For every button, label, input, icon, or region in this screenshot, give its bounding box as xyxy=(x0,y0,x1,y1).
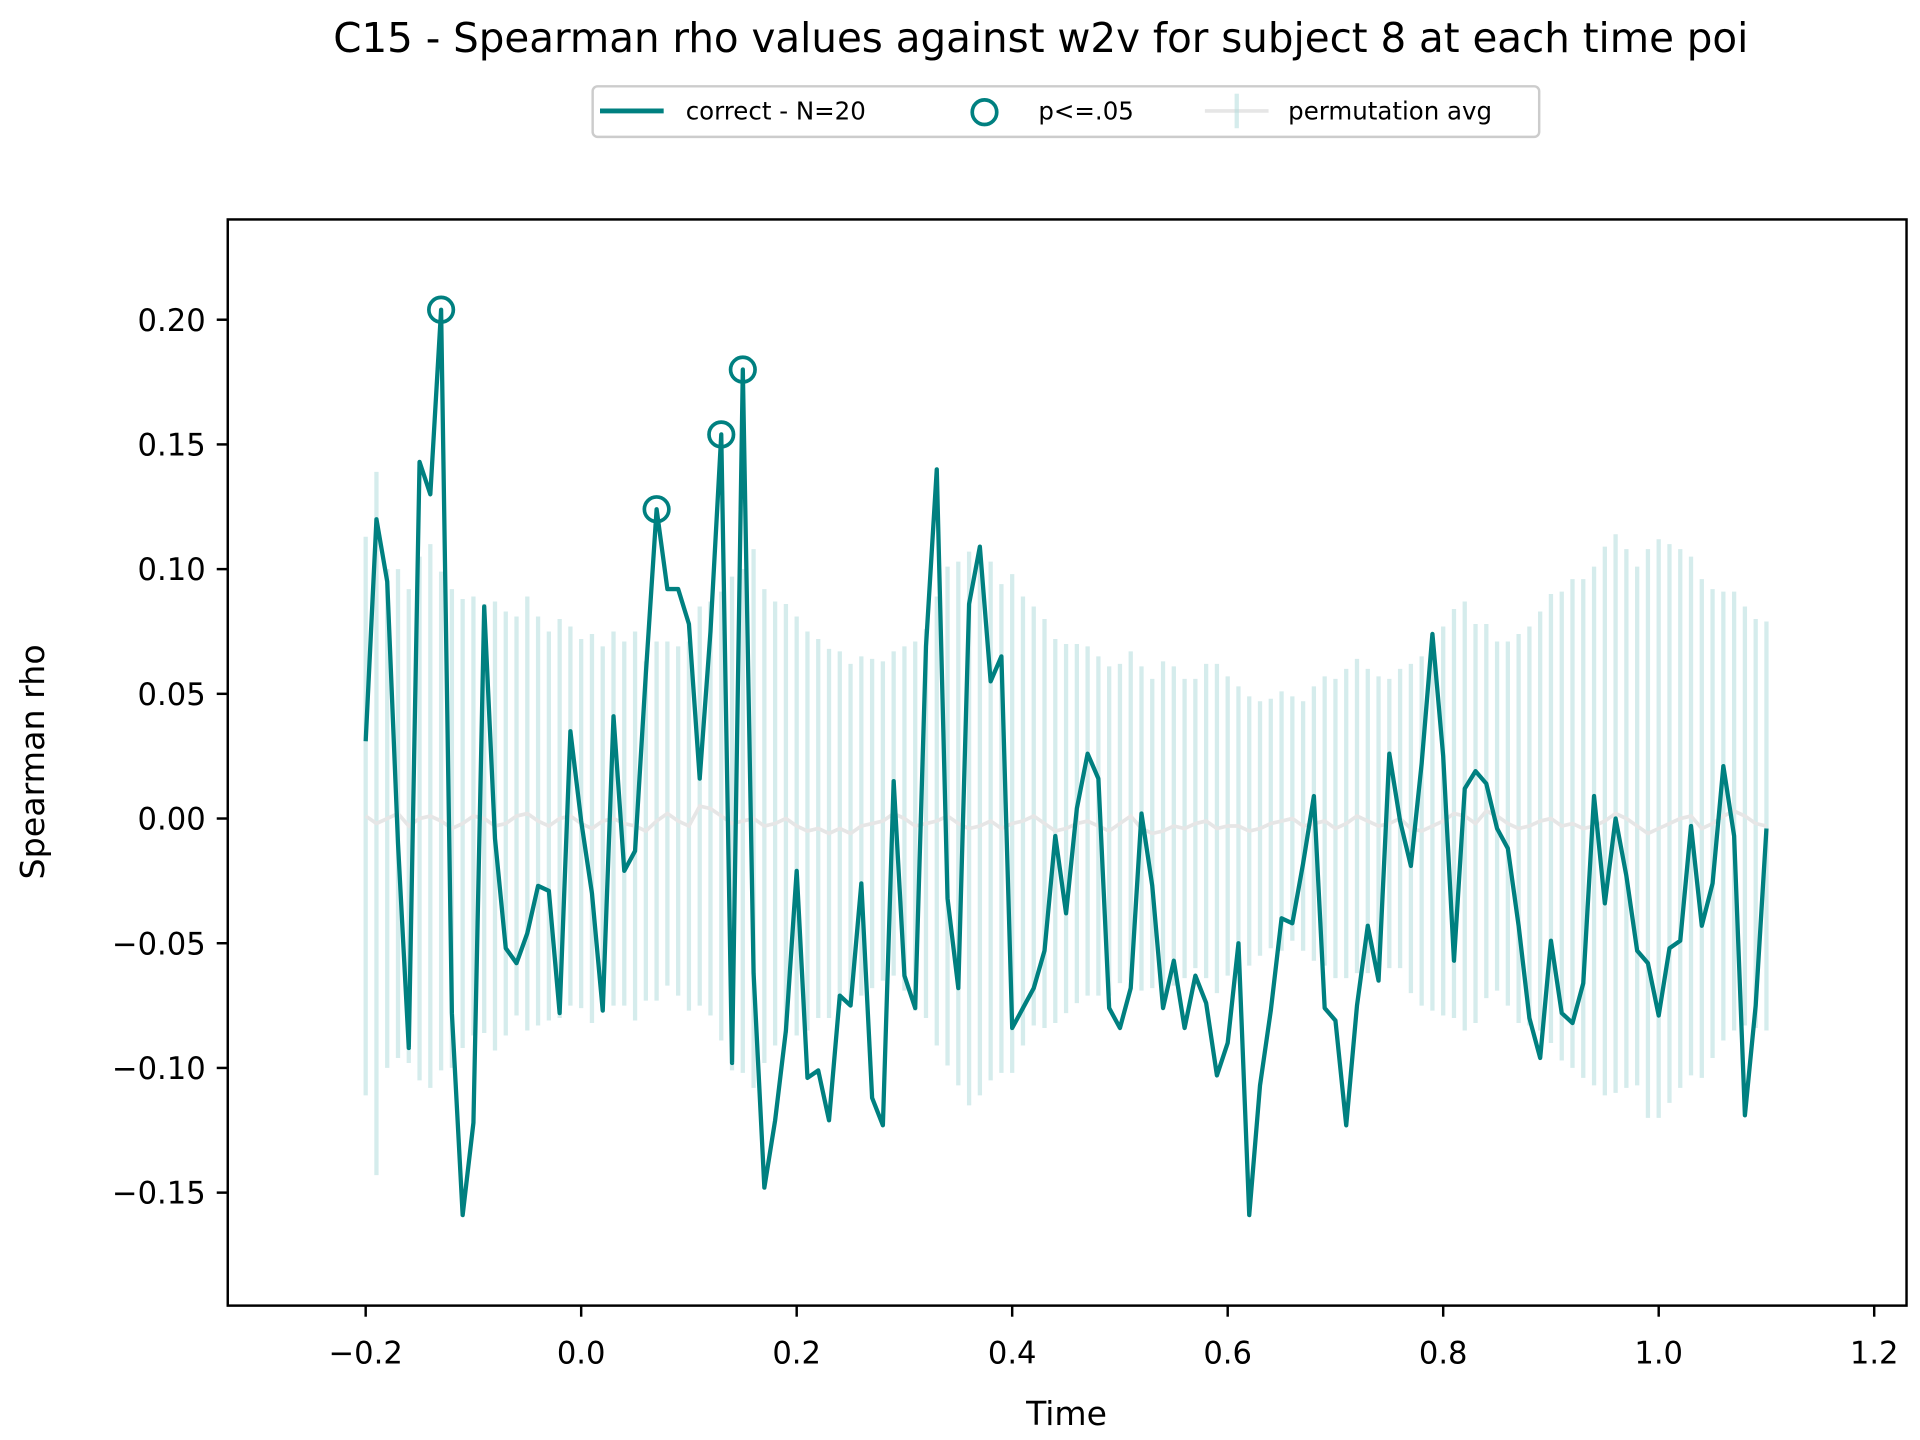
y-tick-label: 0.00 xyxy=(138,802,206,838)
x-tick-label: 1.0 xyxy=(1634,1335,1683,1371)
y-tick-label: 0.10 xyxy=(138,552,206,588)
significance-marker xyxy=(728,355,757,384)
legend-label: p<=.05 xyxy=(1038,97,1134,126)
data-line xyxy=(363,307,1769,1218)
significance-marker xyxy=(707,420,736,449)
x-tick-label: 0.6 xyxy=(1203,1335,1252,1371)
x-tick-label: 0.0 xyxy=(557,1335,606,1371)
significance-marker xyxy=(642,495,671,524)
legend-marker xyxy=(970,98,999,127)
legend-label: correct - N=20 xyxy=(686,97,866,126)
y-tick-label: 0.20 xyxy=(138,303,206,339)
chart-title: C15 - Spearman rho values against w2v fo… xyxy=(333,14,1748,62)
y-tick-label: −0.15 xyxy=(112,1176,206,1212)
x-tick-label: 1.2 xyxy=(1850,1335,1899,1371)
y-axis-label: Spearman rho xyxy=(13,644,52,879)
y-tick-label: 0.15 xyxy=(138,427,206,463)
x-axis-label: Time xyxy=(1025,1394,1107,1433)
significance-marker xyxy=(427,295,456,324)
permutation-mean-line xyxy=(364,803,1767,836)
y-tick-label: −0.10 xyxy=(112,1051,206,1087)
x-tick-label: −0.2 xyxy=(329,1335,403,1371)
legend-label: permutation avg xyxy=(1288,97,1492,126)
x-tick-label: 0.8 xyxy=(1419,1335,1468,1371)
y-tick-label: 0.05 xyxy=(138,677,206,713)
plot-frame xyxy=(226,218,1908,1307)
x-tick-label: 0.4 xyxy=(988,1335,1037,1371)
y-tick-label: −0.05 xyxy=(112,926,206,962)
x-tick-label: 0.2 xyxy=(772,1335,821,1371)
legend-frame xyxy=(591,85,1541,139)
legend: correct - N=20 p<=.05 permutation avg xyxy=(591,85,1541,139)
